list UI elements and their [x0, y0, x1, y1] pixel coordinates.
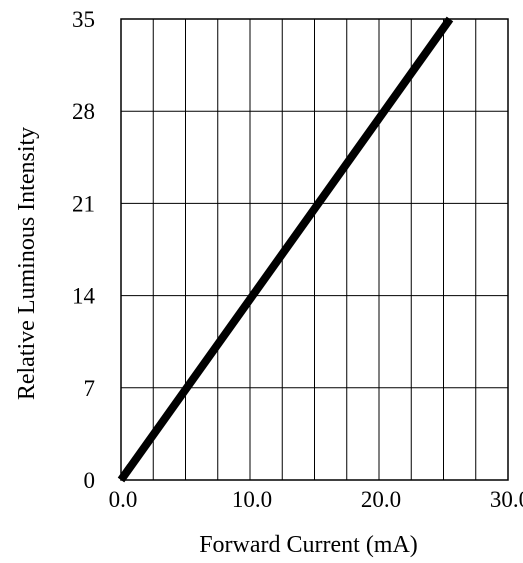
- plot-frame: [120, 18, 509, 481]
- y-tick-label: 14: [72, 284, 96, 309]
- y-axis-title: Relative Luminous Intensity: [14, 127, 40, 400]
- y-tick-label: 7: [84, 376, 96, 401]
- x-tick-label: 20.0: [361, 487, 401, 512]
- series-layer: [117, 16, 454, 483]
- y-tick-label: 0: [84, 468, 96, 493]
- y-tick-labels: 0 7 14 21 28 35: [72, 7, 96, 493]
- x-tick-label: 0.0: [109, 487, 138, 512]
- y-tick-label: 28: [72, 99, 95, 124]
- x-tick-label: 30.0: [490, 487, 523, 512]
- y-tick-label: 35: [72, 7, 95, 32]
- grid: [121, 19, 508, 480]
- x-tick-labels: 0.0 10.0 20.0 30.0: [109, 487, 523, 512]
- x-tick-label: 10.0: [232, 487, 272, 512]
- series-line-0: [117, 16, 454, 483]
- y-tick-label: 21: [72, 191, 95, 216]
- x-axis-title: Forward Current (mA): [199, 532, 418, 558]
